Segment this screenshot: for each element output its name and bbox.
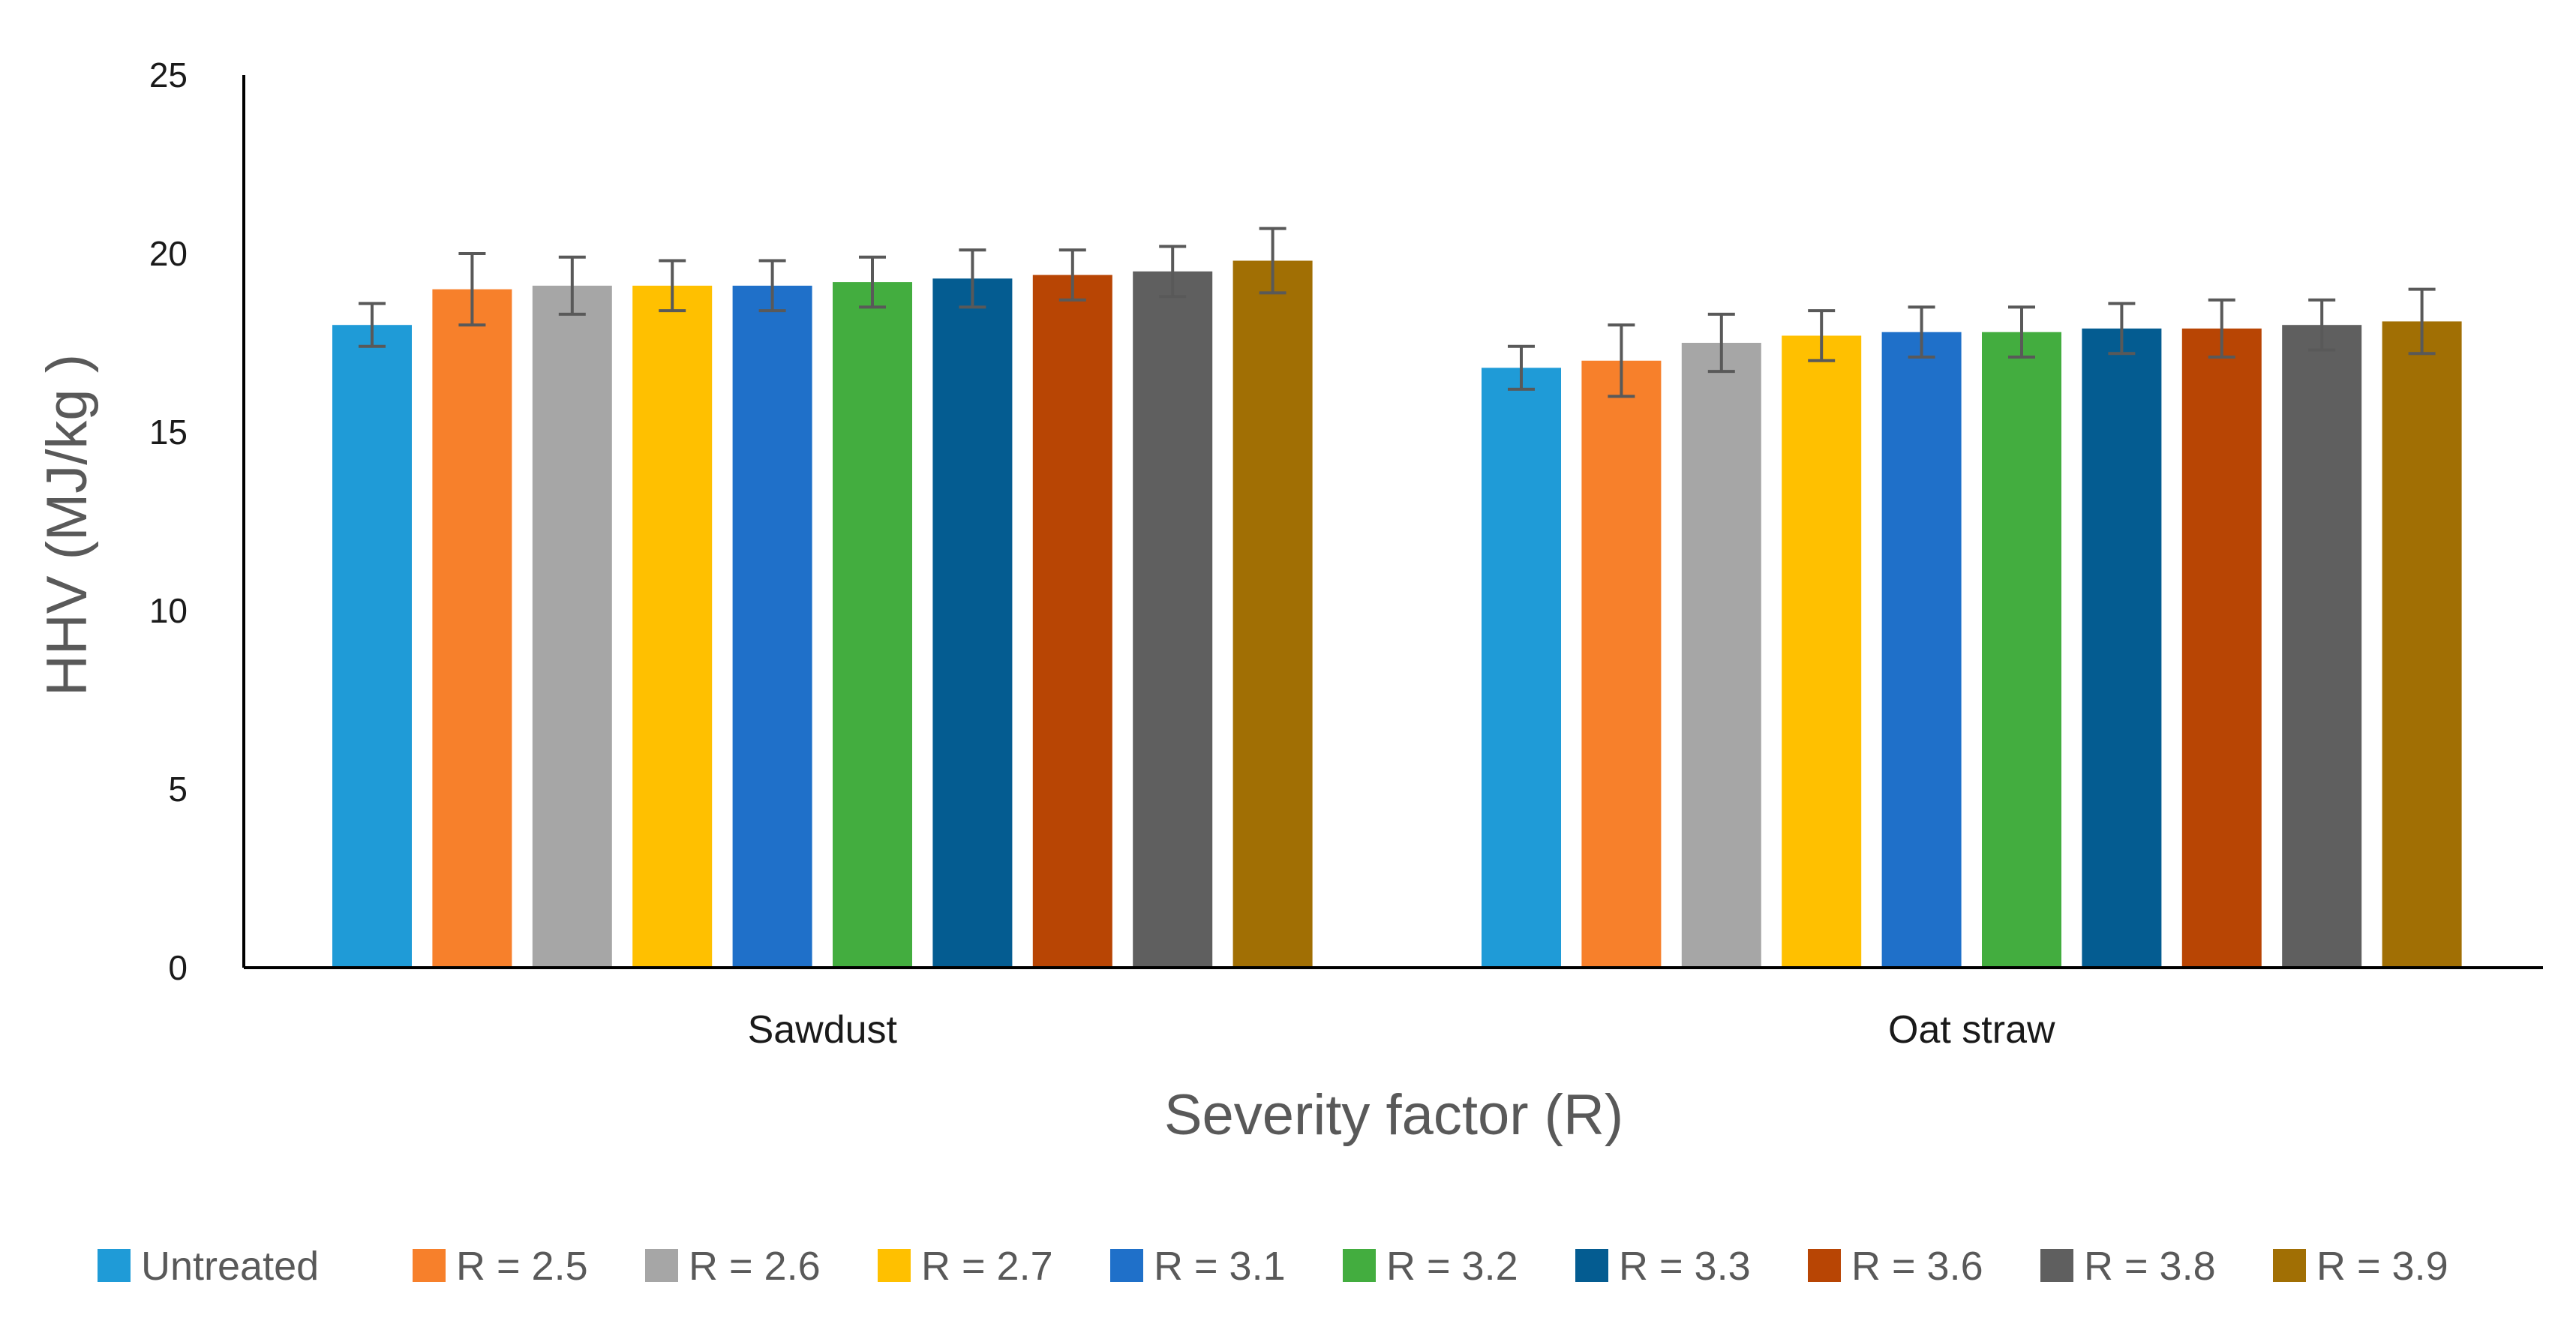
category-label: Oat straw xyxy=(1888,1008,2055,1052)
legend: Untreated R = 2.5 R = 2.6 R = 2.7 R = 3.1 R =… xyxy=(98,1244,2448,1289)
legend-label: R = 2.5 xyxy=(456,1244,588,1289)
legend-swatch xyxy=(878,1249,911,1282)
y-tick-label: 5 xyxy=(168,770,188,809)
legend-swatch xyxy=(98,1249,131,1282)
bar xyxy=(332,325,412,968)
legend-swatch xyxy=(1343,1249,1376,1282)
legend-swatch xyxy=(2040,1249,2073,1282)
x-axis-categories: Sawdust Oat straw xyxy=(748,1008,2055,1052)
y-tick-label: 25 xyxy=(149,56,188,95)
legend-label: R = 3.3 xyxy=(1619,1244,1751,1289)
legend-label: R = 2.7 xyxy=(921,1244,1053,1289)
bar xyxy=(1881,332,1962,968)
bar xyxy=(2082,328,2162,968)
bar xyxy=(833,282,912,968)
bar xyxy=(2382,321,2462,968)
legend-label: R = 3.9 xyxy=(2316,1244,2448,1289)
y-axis-ticks: 0 5 10 15 20 25 xyxy=(149,56,188,987)
bar xyxy=(1232,260,1313,968)
legend-swatch xyxy=(1575,1249,1608,1282)
bar xyxy=(432,289,512,968)
bar xyxy=(632,285,713,968)
bar xyxy=(1681,343,1761,968)
legend-label: R = 3.8 xyxy=(2084,1244,2216,1289)
bar xyxy=(1032,275,1112,968)
bar xyxy=(1482,368,1561,968)
y-tick-label: 15 xyxy=(149,413,188,452)
bars xyxy=(332,260,2462,968)
bar xyxy=(532,285,612,968)
y-tick-label: 20 xyxy=(149,234,188,273)
x-axis-title: Severity factor (R) xyxy=(1164,1083,1623,1147)
bar xyxy=(1133,271,1213,968)
error-bars xyxy=(359,227,2436,398)
legend-swatch xyxy=(645,1249,678,1282)
bar xyxy=(2181,328,2262,968)
legend-swatch xyxy=(413,1249,446,1282)
y-tick-label: 0 xyxy=(168,948,188,987)
y-axis-title: HHV (MJ/kg ) xyxy=(35,354,99,696)
legend-label: Untreated xyxy=(141,1244,319,1289)
bar xyxy=(2282,325,2362,968)
legend-label: R = 3.6 xyxy=(1851,1244,1983,1289)
legend-swatch xyxy=(2273,1249,2306,1282)
legend-label: R = 3.1 xyxy=(1154,1244,1286,1289)
bar xyxy=(1982,332,2061,968)
legend-label: R = 2.6 xyxy=(689,1244,821,1289)
bar xyxy=(732,285,812,968)
bar xyxy=(932,278,1013,968)
category-label: Sawdust xyxy=(748,1008,898,1052)
y-tick-label: 10 xyxy=(149,591,188,630)
legend-swatch xyxy=(1110,1249,1143,1282)
bar xyxy=(1782,335,1862,968)
legend-swatch xyxy=(1808,1249,1841,1282)
bar xyxy=(1581,360,1662,968)
legend-label: R = 3.2 xyxy=(1386,1244,1518,1289)
